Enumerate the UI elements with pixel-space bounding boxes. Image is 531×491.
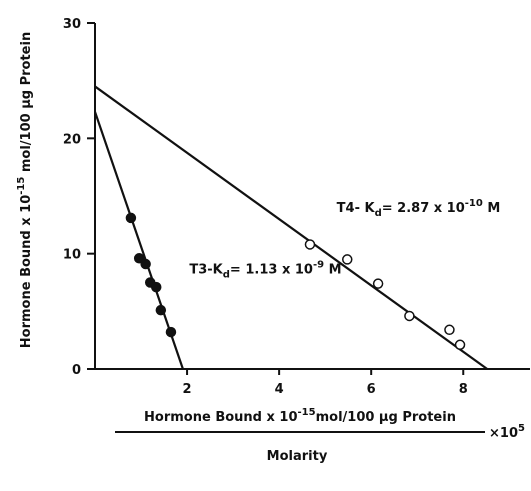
x-label-multiplier: ×105 xyxy=(489,423,525,441)
annotation-part: -9 xyxy=(313,259,324,270)
data-point xyxy=(165,326,177,338)
annotation-part: M xyxy=(324,262,341,277)
fit-line xyxy=(94,85,488,370)
data-point xyxy=(444,324,455,336)
data-point xyxy=(155,304,167,316)
data-point xyxy=(133,253,145,264)
data-point xyxy=(342,254,353,265)
x-label-numerator: Hormone Bound x 10-15mol/100 µg Protein xyxy=(144,407,456,425)
y-axis-label-part: -15 xyxy=(16,177,27,195)
x-label-multiplier-part: ×10 xyxy=(489,426,518,441)
data-point xyxy=(125,212,137,224)
annotation-part: T4- K xyxy=(337,201,376,216)
y-tick-label: 0 xyxy=(72,363,81,378)
annotation: T3-Kd= 1.13 x 10-9 M xyxy=(189,259,341,280)
y-tick-label: 30 xyxy=(63,17,81,32)
y-tick-label: 10 xyxy=(63,248,81,263)
x-label-multiplier-part: 5 xyxy=(518,423,525,434)
data-point xyxy=(404,310,415,322)
annotation-part: = 2.87 x 10 xyxy=(382,201,465,216)
annotation-part: d xyxy=(375,208,382,219)
x-label-numerator-part: Hormone Bound x 10 xyxy=(144,410,297,425)
y-axis-label-part: mol/100 µg Protein xyxy=(19,32,34,177)
annotation-part: = 1.13 x 10 xyxy=(230,262,313,277)
annotation-part: d xyxy=(223,269,230,280)
data-point xyxy=(372,278,384,289)
x-label-numerator-part: -15 xyxy=(298,407,316,418)
x-label-numerator-part: mol/100 µg Protein xyxy=(316,410,456,425)
x-tick-label: 6 xyxy=(367,382,376,397)
annotation-part: M xyxy=(483,201,500,216)
x-tick-label: 8 xyxy=(459,382,468,397)
fit-line xyxy=(93,111,184,370)
data-point xyxy=(304,239,316,250)
annotation-part: -10 xyxy=(465,198,483,209)
x-tick-label: 2 xyxy=(183,382,192,397)
data-point xyxy=(454,339,466,351)
y-axis-label-part: Hormone Bound x 10 xyxy=(19,195,34,348)
y-axis-label: Hormone Bound x 10-15 mol/100 µg Protein xyxy=(16,32,34,348)
x-tick-label: 4 xyxy=(275,382,284,397)
annotation: T4- Kd= 2.87 x 10-10 M xyxy=(337,198,501,219)
x-label-denominator: Molarity xyxy=(267,449,328,464)
y-tick-label: 20 xyxy=(63,132,81,147)
data-point xyxy=(140,258,151,270)
data-point xyxy=(150,281,162,293)
annotation-part: T3-K xyxy=(189,262,223,277)
